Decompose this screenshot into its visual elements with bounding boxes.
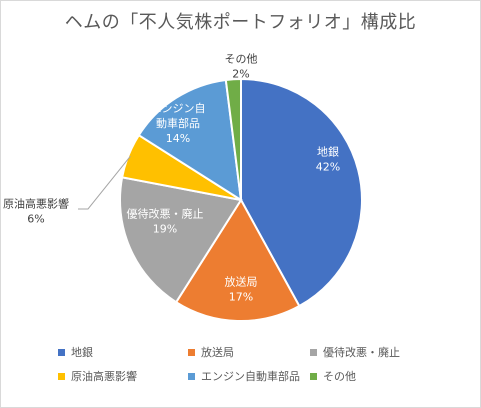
slice-label-3: 原油高悪影響 6% bbox=[3, 197, 69, 226]
legend-item-5: その他 bbox=[310, 368, 458, 384]
legend-label: 地銀 bbox=[71, 346, 93, 359]
pie-slice-4 bbox=[137, 78, 243, 202]
legend-swatch bbox=[310, 372, 317, 380]
legend-label: 優待改悪・廃止 bbox=[323, 346, 400, 359]
legend-label: エンジン自動車部品 bbox=[201, 370, 300, 383]
slice-label-5: その他 2% bbox=[225, 53, 258, 81]
slice-label-2: 優待改悪・廃止 19% bbox=[127, 207, 204, 236]
legend-item-0: 地銀 bbox=[58, 344, 188, 360]
legend-item-2: 優待改悪・廃止 bbox=[310, 344, 458, 360]
slice-label-0: 地銀 42% bbox=[316, 145, 340, 174]
legend: 地銀 放送局 優待改悪・廃止原油高悪影響 エンジン自動車部品 その他 bbox=[58, 344, 458, 384]
legend-item-1: 放送局 bbox=[188, 344, 310, 360]
pie-slice-0 bbox=[240, 77, 363, 308]
legend-label: 原油高悪影響 bbox=[71, 370, 137, 383]
slice-label-1: 放送局 17% bbox=[225, 275, 258, 304]
legend-swatch bbox=[188, 372, 195, 380]
legend-swatch bbox=[58, 348, 65, 356]
pie-slice-5 bbox=[224, 77, 242, 201]
legend-swatch bbox=[188, 348, 195, 356]
pie-slice-2 bbox=[119, 176, 243, 304]
legend-label: その他 bbox=[323, 370, 356, 383]
leader-line bbox=[78, 155, 131, 210]
legend-swatch bbox=[58, 372, 65, 380]
legend-swatch bbox=[310, 348, 317, 356]
pie-slice-1 bbox=[174, 198, 301, 322]
legend-item-3: 原油高悪影響 bbox=[58, 368, 188, 384]
slice-label-4: エンジン自動車部品 14% bbox=[151, 102, 206, 145]
chart-title: ヘムの「不人気株ポートフォリオ」構成比 bbox=[64, 12, 417, 33]
legend-label: 放送局 bbox=[201, 346, 234, 359]
legend-item-4: エンジン自動車部品 bbox=[188, 368, 310, 384]
